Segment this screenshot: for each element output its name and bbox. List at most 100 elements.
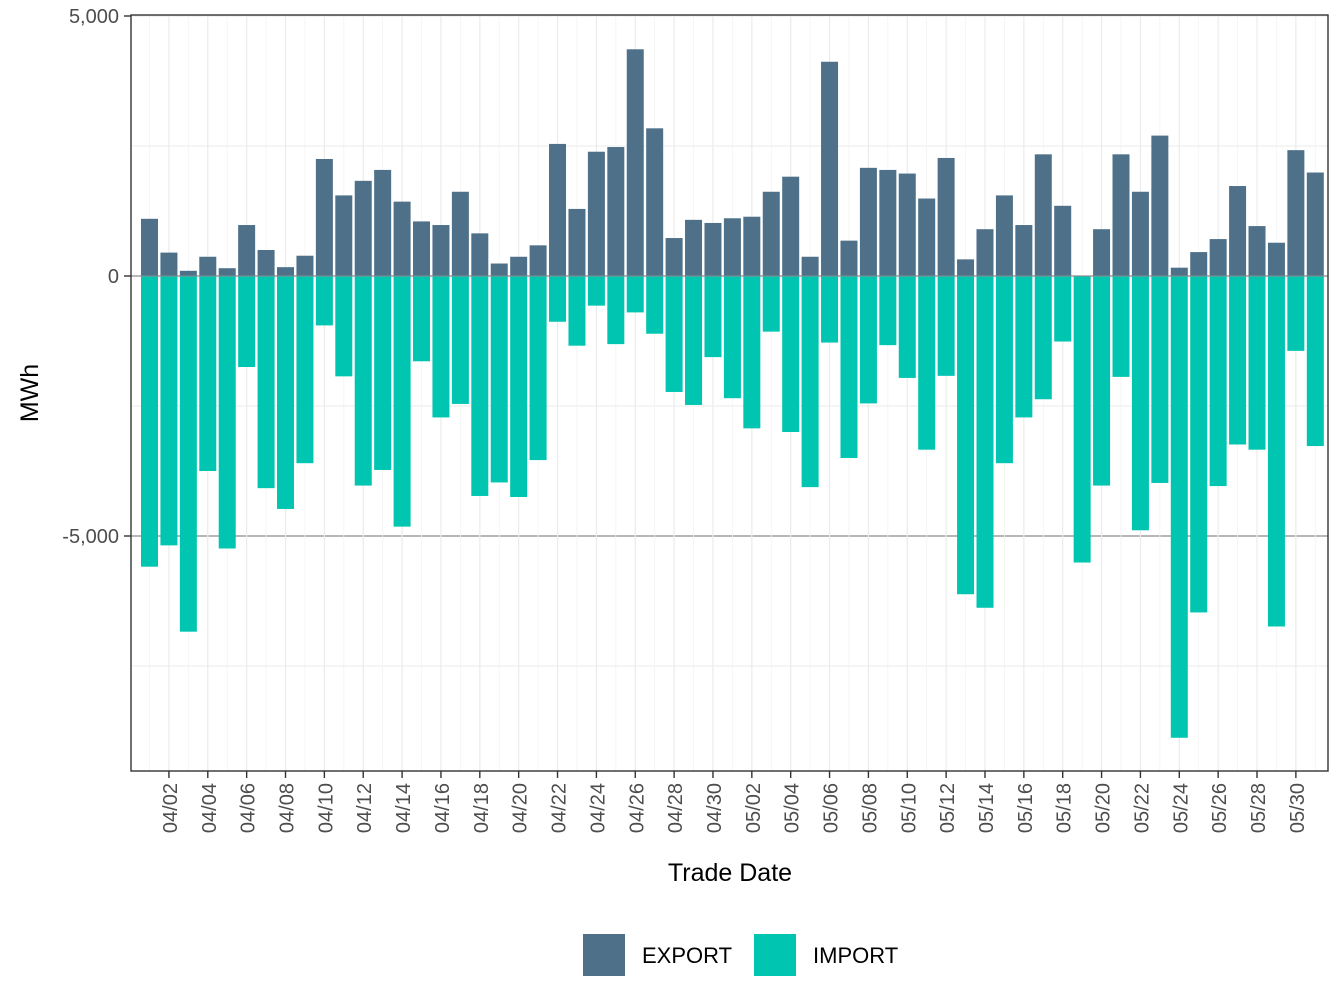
bar-import-04-04 — [199, 276, 217, 471]
bar-export-05-23 — [1151, 135, 1169, 276]
bar-import-05-03 — [762, 276, 780, 332]
x-tick-label: 04/10 — [315, 783, 337, 833]
bar-import-05-01 — [723, 276, 741, 399]
bar-import-04-18 — [471, 276, 489, 496]
bar-export-05-01 — [723, 218, 741, 276]
bar-import-05-26 — [1209, 276, 1227, 487]
bar-export-05-22 — [1131, 191, 1149, 276]
bar-export-04-13 — [374, 169, 392, 276]
bar-export-05-12 — [937, 157, 955, 276]
bar-export-05-25 — [1190, 252, 1208, 276]
y-tick-label: 5,000 — [69, 6, 119, 28]
bar-import-05-06 — [821, 276, 839, 343]
x-tick-label: 04/06 — [238, 783, 260, 833]
bar-export-05-26 — [1209, 239, 1227, 276]
x-tick-label: 04/28 — [665, 783, 687, 833]
bar-import-05-24 — [1170, 276, 1188, 738]
y-axis: 5,000 0 -5,000 — [62, 6, 131, 548]
bar-import-05-31 — [1306, 276, 1324, 447]
bar-import-05-28 — [1248, 276, 1266, 450]
bar-import-05-13 — [957, 276, 975, 595]
bar-import-05-10 — [898, 276, 916, 378]
bar-export-05-04 — [782, 176, 800, 276]
y-axis-title: MWh — [16, 364, 44, 422]
bar-export-05-06 — [821, 61, 839, 277]
bar-import-04-22 — [549, 276, 567, 322]
bar-import-04-09 — [296, 276, 314, 464]
bar-import-05-27 — [1229, 276, 1247, 445]
bar-export-04-16 — [432, 225, 450, 276]
bar-export-04-20 — [510, 256, 528, 276]
bar-export-04-25 — [607, 147, 625, 276]
x-tick-label: 05/18 — [1054, 783, 1076, 833]
bar-import-04-21 — [529, 276, 547, 461]
bar-import-05-14 — [976, 276, 994, 608]
bar-import-04-03 — [179, 276, 197, 632]
x-axis: 04/02 04/04 04/06 04/08 04/10 04/12 04/14 04/16… — [160, 771, 1309, 833]
bar-import-04-20 — [510, 276, 528, 497]
bar-export-05-30 — [1287, 150, 1305, 276]
bar-export-04-28 — [665, 238, 683, 276]
bar-export-04-18 — [471, 233, 489, 276]
bar-import-05-02 — [743, 276, 761, 429]
bar-export-04-09 — [296, 255, 314, 276]
bars — [131, 49, 1328, 738]
bar-export-04-01 — [141, 218, 158, 276]
bar-export-04-05 — [218, 268, 236, 276]
bar-import-04-11 — [335, 276, 353, 377]
bar-export-05-05 — [801, 256, 819, 276]
bar-import-05-11 — [918, 276, 936, 450]
bar-export-05-10 — [898, 173, 916, 276]
x-tick-label: 04/18 — [471, 783, 493, 833]
x-tick-label: 04/16 — [432, 783, 454, 833]
bar-export-05-15 — [995, 195, 1013, 276]
x-tick-label: 04/26 — [626, 783, 648, 833]
bar-import-04-13 — [374, 276, 392, 470]
bar-import-05-18 — [1054, 276, 1072, 342]
bar-export-04-23 — [568, 208, 586, 276]
x-tick-label: 05/02 — [743, 783, 765, 833]
bar-export-05-24 — [1170, 267, 1188, 276]
x-tick-label: 05/12 — [937, 783, 959, 833]
bar-export-04-03 — [179, 270, 197, 276]
bar-import-04-10 — [315, 276, 333, 326]
bar-export-04-21 — [529, 245, 547, 276]
legend-label-import: IMPORT — [813, 943, 898, 968]
y-tick-label: -5,000 — [62, 526, 119, 548]
bar-import-05-16 — [1015, 276, 1033, 418]
bar-import-04-26 — [626, 276, 644, 313]
legend: EXPORT IMPORT — [583, 934, 898, 976]
bar-export-04-15 — [413, 221, 431, 276]
bar-export-04-11 — [335, 195, 353, 276]
bar-export-05-09 — [879, 169, 897, 276]
plot-panel-border — [130, 14, 1329, 772]
bar-export-04-30 — [704, 222, 722, 276]
bar-export-04-24 — [587, 151, 605, 276]
bar-export-05-20 — [1093, 229, 1111, 276]
legend-swatch-import — [754, 934, 796, 976]
bar-import-05-09 — [879, 276, 897, 346]
bar-export-04-02 — [160, 252, 178, 276]
x-tick-label: 05/24 — [1170, 783, 1192, 833]
bar-export-04-27 — [646, 128, 664, 276]
bar-export-04-06 — [238, 225, 256, 276]
x-tick-label: 05/20 — [1093, 783, 1115, 833]
bar-import-04-29 — [685, 276, 703, 405]
bar-import-05-17 — [1034, 276, 1052, 400]
bar-export-05-14 — [976, 229, 994, 276]
bar-import-04-08 — [277, 276, 295, 509]
bar-import-04-15 — [413, 276, 431, 362]
bar-export-05-27 — [1229, 186, 1247, 276]
bar-export-04-19 — [490, 263, 508, 276]
bar-import-05-07 — [840, 276, 858, 458]
x-tick-label: 04/22 — [549, 783, 571, 833]
bar-import-05-20 — [1093, 276, 1111, 486]
bar-import-04-25 — [607, 276, 625, 345]
x-tick-label: 04/20 — [510, 783, 532, 833]
legend-swatch-export — [583, 934, 625, 976]
x-tick-label: 05/26 — [1209, 783, 1231, 833]
x-tick-label: 05/10 — [898, 783, 920, 833]
bar-import-05-08 — [859, 276, 877, 404]
bar-export-04-29 — [685, 219, 703, 276]
bar-import-05-23 — [1151, 276, 1169, 483]
